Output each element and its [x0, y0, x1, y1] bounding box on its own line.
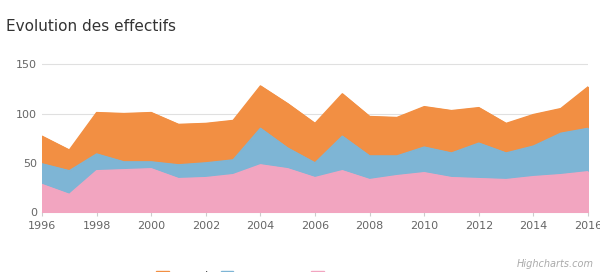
- Text: Highcharts.com: Highcharts.com: [517, 259, 594, 269]
- Legend: Total, Hommes, Femmes: Total, Hommes, Femmes: [151, 266, 391, 272]
- Text: Evolution des effectifs: Evolution des effectifs: [6, 19, 176, 34]
